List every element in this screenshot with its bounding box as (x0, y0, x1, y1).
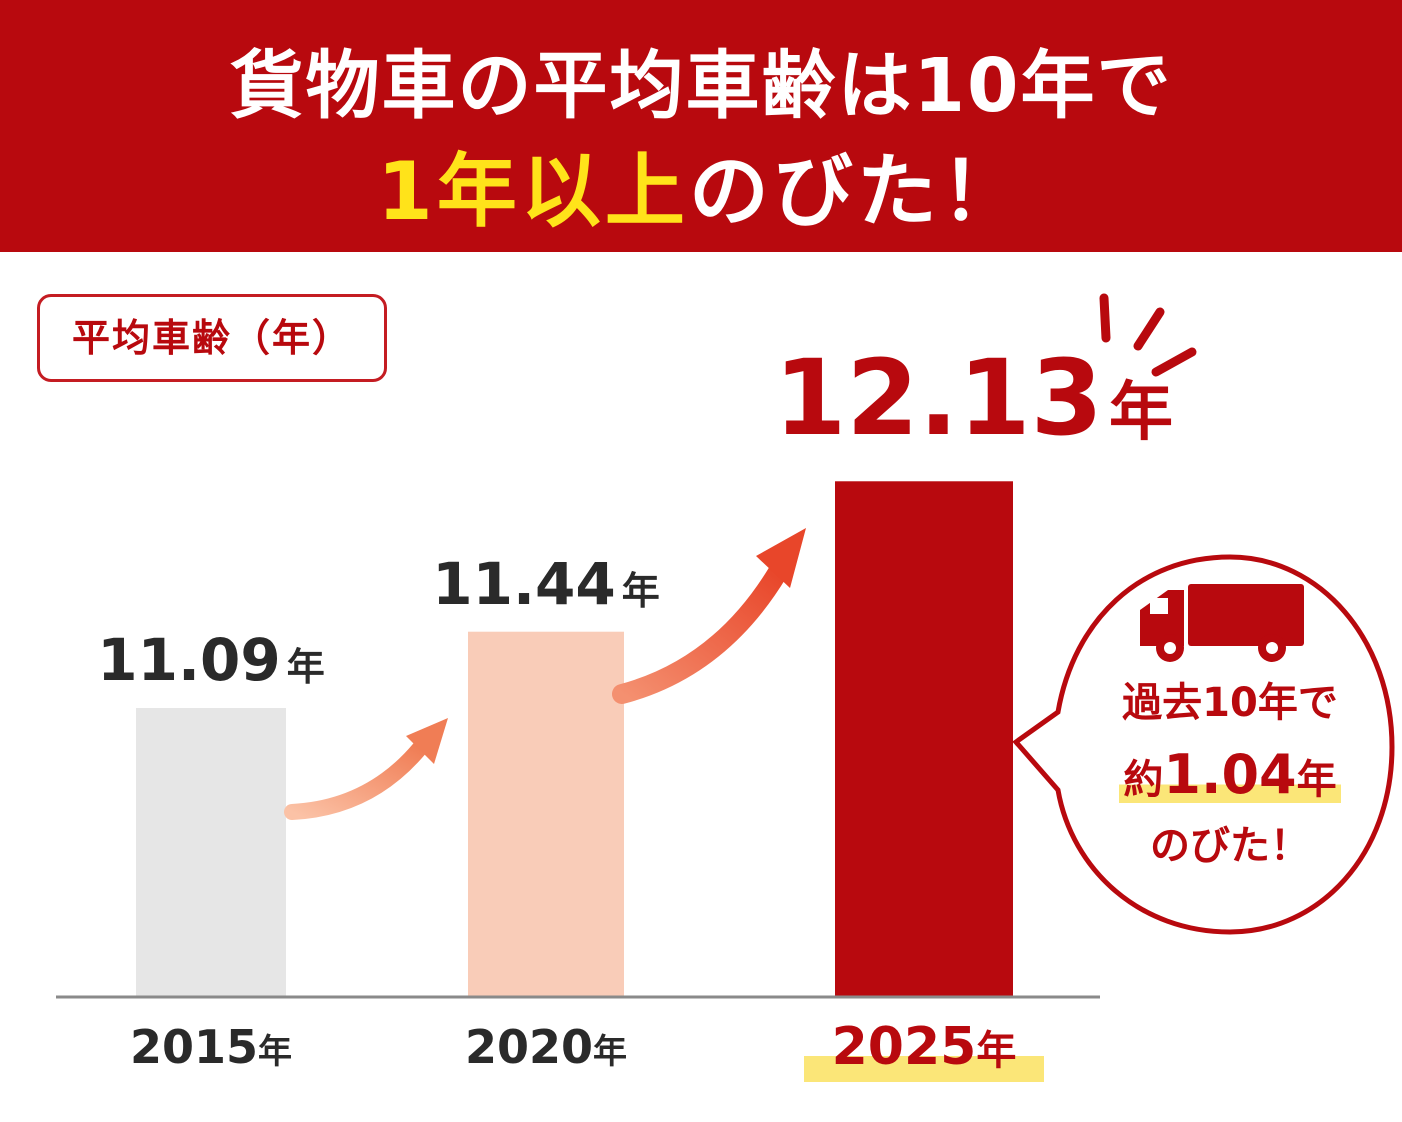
value-label-2015: 11.09 年 (97, 626, 325, 694)
value-label-2025: 12.13年 (774, 337, 1173, 460)
title-rest: のびた！ (688, 145, 1025, 238)
emphasis-lines-icon (1099, 293, 1197, 377)
growth-arrow-1 (284, 718, 448, 820)
title-line-2: 1年以上のびた！ (0, 140, 1402, 244)
bar-2020 (468, 631, 624, 996)
callout-line-2: 約1.04年 (1060, 745, 1400, 810)
title-line-1: 貨物車の平均車齢は10年で (229, 43, 1173, 129)
truck-icon (1140, 584, 1304, 662)
header-banner: 貨物車の平均車齢は10年で 1年以上のびた！ (0, 0, 1402, 252)
bar-2025 (835, 481, 1013, 996)
category-label-2020: 2020年 (464, 1020, 628, 1074)
callout-line-1: 過去10年で (1122, 680, 1338, 726)
y-axis-label: 平均車齢（年） (37, 294, 387, 382)
callout-line-3: のびた！ (1150, 823, 1310, 869)
category-label-2015: 2015年 (129, 1020, 293, 1074)
value-label-2020: 11.44 年 (432, 549, 660, 618)
title-highlight: 1年以上 (377, 145, 689, 238)
growth-arrow-2 (612, 528, 806, 704)
category-label-2025: 2025年 (774, 1012, 1074, 1082)
bar-2015 (136, 708, 286, 996)
callout-bubble (1012, 554, 1395, 935)
